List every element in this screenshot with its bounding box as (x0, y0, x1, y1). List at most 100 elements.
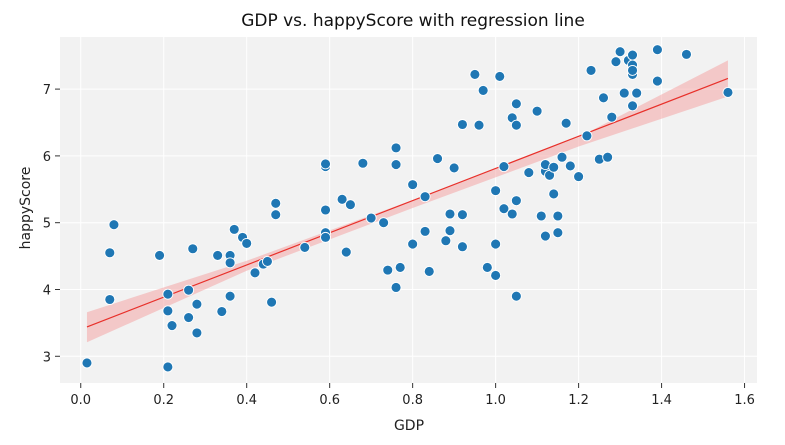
data-point (498, 161, 510, 173)
data-point (390, 142, 402, 154)
data-point (560, 117, 572, 129)
data-point (618, 87, 630, 99)
data-point (224, 257, 236, 269)
x-tick-label: 1.6 (734, 393, 755, 408)
data-point (340, 246, 352, 258)
x-tick-label: 0.4 (236, 393, 257, 408)
data-point (365, 212, 377, 224)
data-point (606, 111, 618, 123)
y-tick-label: 5 (43, 217, 51, 232)
data-point (456, 119, 468, 130)
data-point (440, 235, 452, 247)
data-point (216, 306, 228, 317)
data-point (552, 227, 564, 239)
data-point (539, 230, 551, 242)
data-point (224, 290, 236, 302)
data-point (627, 100, 638, 112)
data-point (548, 188, 560, 200)
data-point (270, 197, 282, 209)
data-point (510, 195, 522, 207)
y-tick-label: 7 (43, 83, 51, 98)
data-point (490, 238, 502, 250)
data-point (187, 243, 199, 255)
x-tick-label: 0.0 (70, 393, 91, 408)
data-point (444, 208, 456, 220)
data-point (523, 167, 535, 179)
data-point (598, 92, 609, 104)
data-point (344, 199, 356, 211)
x-tick-label: 1.4 (651, 393, 672, 408)
data-point (477, 84, 489, 96)
data-point (535, 210, 547, 222)
data-point (394, 261, 406, 273)
x-axis-label: GDP (394, 418, 424, 434)
data-point (506, 208, 518, 220)
data-point (320, 204, 331, 216)
data-point (104, 294, 116, 305)
data-point (382, 264, 394, 276)
data-point (444, 225, 456, 237)
data-point (419, 225, 431, 237)
data-point (108, 219, 120, 231)
y-axis-label: happyScore (18, 167, 34, 250)
data-point (183, 312, 195, 323)
data-point (448, 162, 460, 174)
data-point (473, 119, 485, 131)
data-point (378, 217, 390, 229)
data-point (627, 49, 638, 61)
data-point (261, 255, 273, 267)
data-point (531, 105, 543, 117)
data-point (564, 160, 576, 172)
data-point (494, 70, 506, 82)
data-point (510, 98, 522, 110)
data-point (166, 320, 178, 332)
x-tick-label: 1.0 (485, 393, 506, 408)
data-point (456, 209, 468, 221)
x-tick-label: 1.2 (568, 393, 589, 408)
regression-line (86, 77, 729, 328)
data-point (423, 266, 435, 277)
data-point (510, 119, 522, 131)
data-point (183, 284, 195, 296)
data-point (610, 56, 622, 68)
x-tick-label: 0.6 (319, 393, 340, 408)
data-point (320, 231, 331, 243)
x-tick-label: 0.8 (402, 393, 423, 408)
data-point (241, 237, 253, 249)
y-tick-label: 6 (43, 150, 51, 165)
data-point (602, 151, 614, 163)
data-point (228, 223, 240, 235)
y-tick-label: 4 (43, 283, 51, 298)
scatter-points (81, 44, 734, 373)
data-point (390, 282, 402, 293)
data-point (556, 151, 568, 163)
data-point (651, 75, 663, 87)
data-point (548, 161, 560, 173)
data-point (212, 249, 224, 261)
data-point (651, 44, 663, 56)
data-point (299, 241, 311, 253)
data-point (581, 130, 593, 142)
data-point (162, 288, 174, 300)
data-point (510, 290, 522, 302)
x-tick-label: 0.2 (153, 393, 174, 408)
data-point (191, 298, 203, 310)
data-point (419, 191, 431, 203)
data-point (154, 249, 166, 261)
data-point (266, 296, 278, 308)
data-point (681, 48, 692, 60)
data-point (481, 261, 493, 273)
data-point (614, 46, 626, 58)
data-point (585, 64, 597, 76)
y-tick-label: 3 (43, 350, 51, 365)
data-point (81, 357, 93, 369)
data-point (490, 270, 502, 281)
data-point (162, 361, 174, 373)
data-point (573, 171, 585, 183)
data-point (627, 64, 638, 76)
data-point (336, 193, 348, 205)
data-point (249, 267, 261, 279)
data-point (162, 305, 174, 317)
data-point (104, 247, 116, 259)
